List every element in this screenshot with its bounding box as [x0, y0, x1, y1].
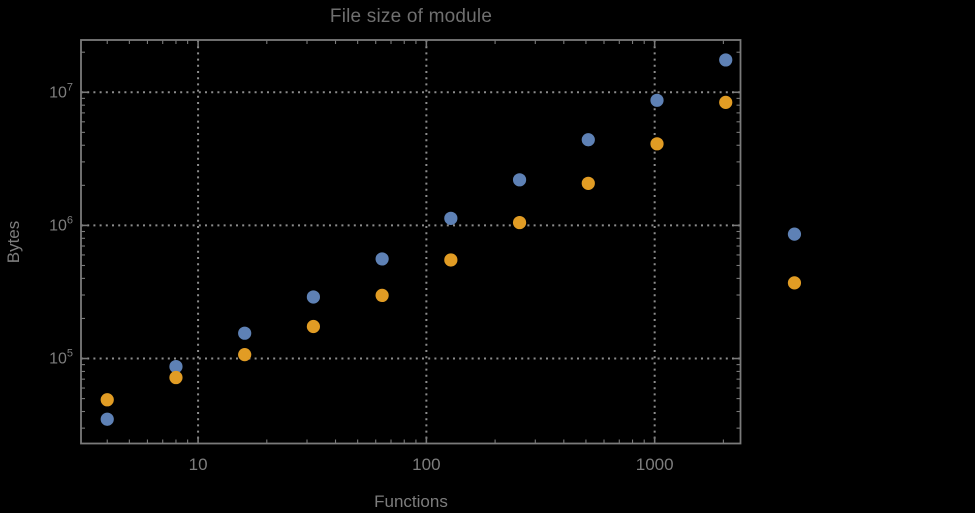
data-point-blue-x32	[306, 290, 321, 304]
data-point-orange-x4096	[787, 276, 802, 290]
y-tick-label-1e5: 105	[49, 348, 73, 368]
data-point-blue-x4	[100, 412, 114, 426]
plot-frame	[80, 39, 742, 445]
x-tick-label-10: 10	[189, 455, 208, 474]
data-point-orange-x1024	[650, 137, 664, 151]
data-point-blue-x1024	[650, 93, 664, 107]
y-axis-label: Bytes	[4, 220, 23, 264]
data-point-blue-x512	[581, 133, 595, 147]
data-point-orange-x128	[444, 253, 458, 267]
data-point-orange-x256	[512, 215, 527, 230]
data-point-orange-x8	[169, 370, 183, 385]
data-point-orange-x32	[306, 319, 321, 334]
data-point-blue-x256	[512, 173, 527, 187]
data-point-orange-x2048	[719, 95, 733, 109]
data-point-orange-x16	[238, 348, 252, 362]
data-point-blue-x8	[169, 359, 183, 374]
y-tick-label-1e6: 106	[49, 214, 73, 234]
data-point-blue-x2048	[719, 53, 733, 67]
data-point-orange-x4	[100, 393, 114, 407]
y-tick-label-1e7: 107	[49, 81, 73, 101]
data-point-blue-x64	[375, 252, 389, 266]
data-point-orange-x64	[375, 288, 389, 302]
data-point-orange-x512	[581, 176, 595, 190]
data-point-blue-x4096	[787, 227, 802, 241]
data-point-blue-x16	[238, 326, 252, 340]
x-axis-label: Functions	[374, 492, 448, 511]
x-tick-label-1000: 1000	[636, 455, 674, 474]
x-tick-label-100: 100	[412, 455, 440, 474]
chart-title: File size of module	[329, 6, 493, 27]
data-point-blue-x128	[444, 211, 458, 225]
